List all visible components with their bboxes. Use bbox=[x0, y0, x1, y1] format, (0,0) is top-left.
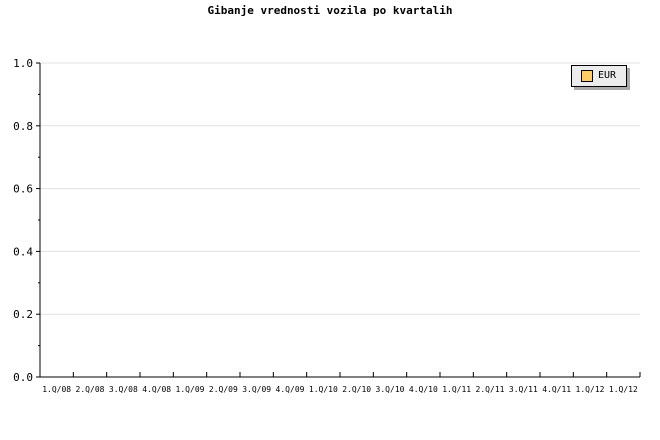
x-tick-label: 4.Q/09 bbox=[276, 385, 305, 394]
x-tick-label: 4.Q/11 bbox=[542, 385, 571, 394]
y-tick-label: 0.8 bbox=[13, 120, 33, 133]
y-tick-label: 1.0 bbox=[13, 57, 33, 70]
y-tick-label: 0.2 bbox=[13, 308, 33, 321]
x-tick-label: 3.Q/09 bbox=[242, 385, 271, 394]
x-tick-label: 1.Q/11 bbox=[442, 385, 471, 394]
x-tick-label: 4.Q/10 bbox=[409, 385, 438, 394]
legend: EUR bbox=[571, 65, 627, 87]
y-tick-label: 0.0 bbox=[13, 371, 33, 384]
x-tick-label: 3.Q/08 bbox=[109, 385, 138, 394]
chart-title: Gibanje vrednosti vozila po kvartalih bbox=[207, 4, 453, 17]
x-tick-label: 2.Q/11 bbox=[476, 385, 505, 394]
x-tick-label: 4.Q/08 bbox=[142, 385, 171, 394]
x-tick-label: 2.Q/10 bbox=[342, 385, 371, 394]
x-tick-label: 2.Q/08 bbox=[76, 385, 105, 394]
x-tick-label: 3.Q/10 bbox=[376, 385, 405, 394]
x-tick-label: 1.Q/09 bbox=[176, 385, 205, 394]
x-tick-label: 2.Q/09 bbox=[209, 385, 238, 394]
x-tick-label: 1.Q/12 bbox=[576, 385, 605, 394]
legend-label-eur: EUR bbox=[598, 70, 617, 81]
x-tick-label: 3.Q/11 bbox=[509, 385, 538, 394]
x-tick-label: 1.Q/08 bbox=[42, 385, 71, 394]
y-tick-label: 0.6 bbox=[13, 183, 33, 196]
y-tick-label: 0.4 bbox=[13, 245, 33, 258]
x-tick-label: 1.Q/10 bbox=[309, 385, 338, 394]
legend-swatch-eur bbox=[581, 70, 593, 82]
x-tick-label: 1.Q/12 bbox=[609, 385, 638, 394]
